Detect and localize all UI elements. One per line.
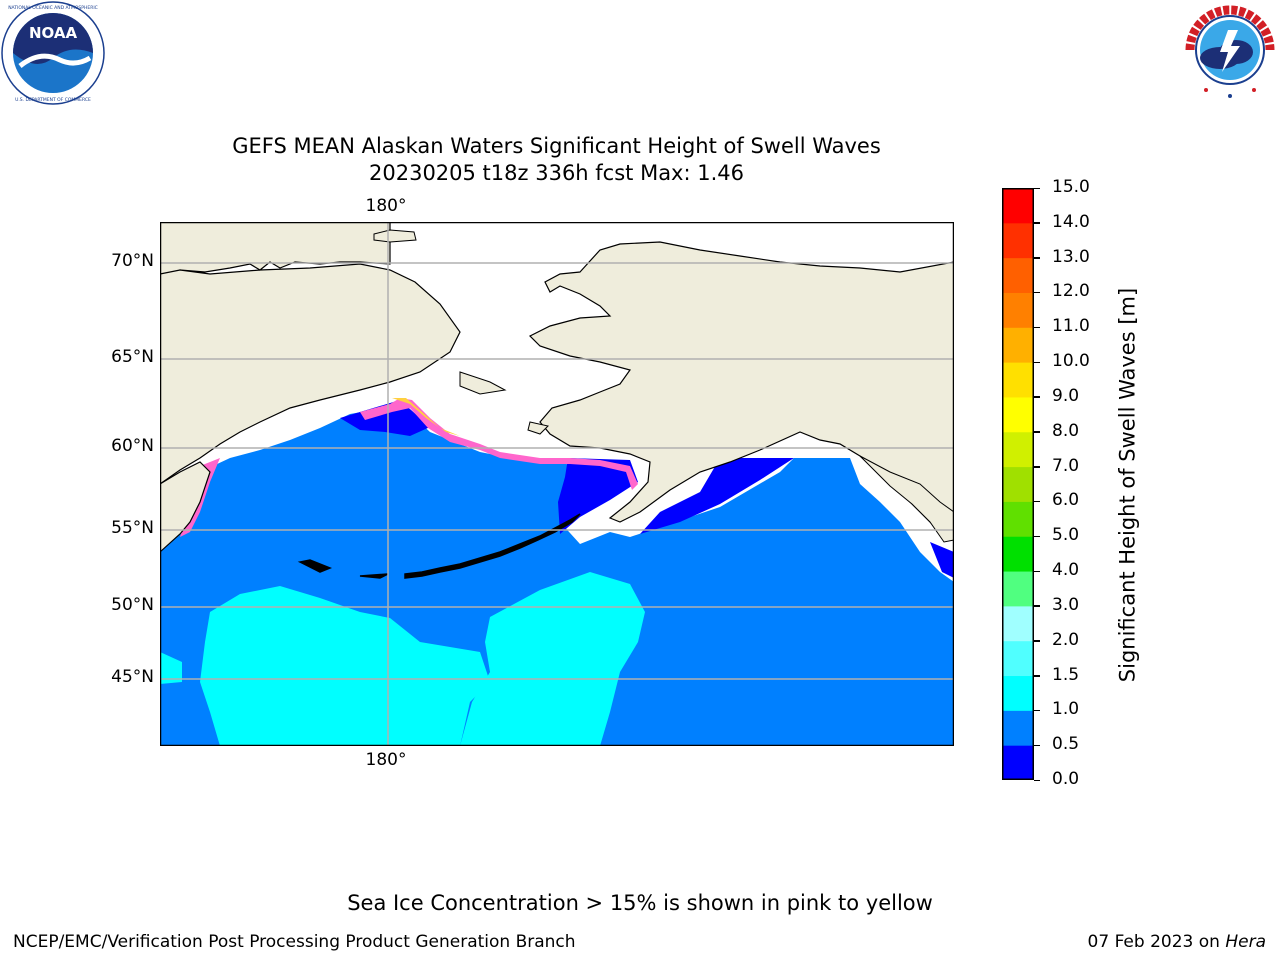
colorbar-segment <box>1002 466 1034 502</box>
colorbar-tick-label: 1.0 <box>1052 699 1080 720</box>
colorbar-tick <box>1034 605 1040 607</box>
colorbar-segment <box>1002 501 1034 537</box>
sea-ice-edge <box>360 398 638 490</box>
colorbar-tick <box>1034 744 1040 747</box>
colorbar-tick-label: 12.0 <box>1052 281 1090 302</box>
colorbar-tick-label: 0.5 <box>1052 734 1080 755</box>
colorbar-tick-label: 0.0 <box>1052 769 1080 789</box>
colorbar-segment <box>1002 222 1034 259</box>
colorbar-tick-label: 8.0 <box>1052 420 1080 441</box>
colorbar-tick-label: 1.5 <box>1052 664 1080 685</box>
colorbar-segment <box>1002 257 1034 293</box>
colorbar-tick <box>1034 675 1040 677</box>
footer-date: 07 Feb 2023 on Hera <box>1088 932 1266 952</box>
colorbar-tick <box>1034 570 1040 573</box>
colorbar <box>1002 188 1034 781</box>
nws-logo <box>1176 0 1280 104</box>
colorbar-tick-label: 9.0 <box>1052 385 1080 406</box>
colorbar-segment <box>1002 292 1034 328</box>
lat-label-65: 65°N <box>111 347 154 367</box>
lon-label-top: 180° <box>365 196 407 216</box>
colorbar-tick <box>1034 361 1040 364</box>
map-svg <box>159 221 955 747</box>
map-panel <box>159 221 955 747</box>
colorbar-tick <box>1034 326 1040 329</box>
svg-text:U.S. DEPARTMENT OF COMMERCE: U.S. DEPARTMENT OF COMMERCE <box>15 97 91 103</box>
colorbar-tick <box>1034 466 1040 468</box>
colorbar-segment <box>1002 675 1034 711</box>
colorbar-tick-label: 14.0 <box>1052 211 1090 232</box>
colorbar-tick-label: 13.0 <box>1052 246 1090 267</box>
aleutian-chain <box>297 513 581 579</box>
swell-area-edge <box>160 652 182 684</box>
colorbar-tick <box>1034 187 1040 189</box>
sea-ice-yellow <box>392 398 460 436</box>
colorbar-tick <box>1034 640 1040 642</box>
colorbar-tick <box>1034 396 1040 398</box>
svg-text:NATIONAL OCEANIC AND ATMOSPHER: NATIONAL OCEANIC AND ATMOSPHERIC <box>8 5 98 11</box>
colorbar-tick-label: 15.0 <box>1052 177 1090 197</box>
colorbar-segment <box>1002 605 1034 642</box>
land-alaska <box>528 241 955 542</box>
ocean-deep-se <box>930 542 954 578</box>
footer-date-text: 07 Feb 2023 on <box>1087 932 1226 952</box>
ocean-deep-bering <box>340 400 430 436</box>
lat-label-70: 70°N <box>111 251 154 271</box>
colorbar-segment <box>1002 431 1034 468</box>
ocean-deep-gulf <box>640 458 794 534</box>
colorbar-tick-label: 6.0 <box>1052 490 1080 511</box>
noaa-logo-text: NOAA <box>29 24 78 42</box>
colorbar-segment <box>1002 571 1034 607</box>
footer-machine: Hera <box>1225 932 1266 952</box>
swell-area-east <box>460 572 645 746</box>
lat-label-50: 50°N <box>111 595 154 615</box>
colorbar-tick <box>1034 431 1040 433</box>
colorbar-segment <box>1002 362 1034 398</box>
lon-label-bottom: 180° <box>365 750 407 770</box>
colorbar-tick-label: 2.0 <box>1052 629 1080 650</box>
lat-label-45: 45°N <box>111 667 154 687</box>
colorbar-segment <box>1002 710 1034 746</box>
colorbar-tick <box>1034 222 1040 224</box>
colorbar-tick-label: 5.0 <box>1052 525 1080 546</box>
colorbar-tick <box>1034 709 1040 712</box>
colorbar-tick-label: 11.0 <box>1052 316 1090 337</box>
st-lawrence-island <box>459 371 507 395</box>
colorbar-segment <box>1002 640 1034 677</box>
graticule <box>160 222 954 746</box>
sea-ice-note: Sea Ice Concentration > 15% is shown in … <box>347 891 933 915</box>
colorbar-svg <box>1002 188 1034 781</box>
footer-branch: NCEP/EMC/Verification Post Processing Pr… <box>13 932 576 952</box>
colorbar-tick <box>1034 257 1040 259</box>
colorbar-segment <box>1002 396 1034 433</box>
colorbar-segment <box>1002 745 1034 781</box>
lat-label-55: 55°N <box>111 518 154 538</box>
colorbar-tick-label: 10.0 <box>1052 351 1090 372</box>
colorbar-segment <box>1002 188 1034 224</box>
colorbar-tick <box>1034 535 1040 538</box>
colorbar-tick-label: 7.0 <box>1052 455 1080 476</box>
swell-area-west <box>200 586 490 746</box>
colorbar-title: Significant Height of Swell Waves [m] <box>1115 287 1140 683</box>
colorbar-tick <box>1034 291 1040 294</box>
noaa-logo: NOAA NATIONAL OCEANIC AND ATMOSPHERIC U.… <box>0 0 106 106</box>
colorbar-tick-label: 4.0 <box>1052 560 1080 581</box>
colorbar-tick <box>1034 500 1040 503</box>
colorbar-segment <box>1002 536 1034 572</box>
colorbar-tick <box>1034 779 1040 781</box>
wrangel-island <box>373 229 417 243</box>
colorbar-tick-label: 3.0 <box>1052 594 1080 615</box>
chart-title: GEFS MEAN Alaskan Waters Significant Hei… <box>232 134 881 158</box>
colorbar-segment <box>1002 327 1034 363</box>
nunivak-island <box>527 421 549 435</box>
lat-label-60: 60°N <box>111 436 154 456</box>
chart-subtitle: 20230205 t18z 336h fcst Max: 1.46 <box>369 161 744 185</box>
